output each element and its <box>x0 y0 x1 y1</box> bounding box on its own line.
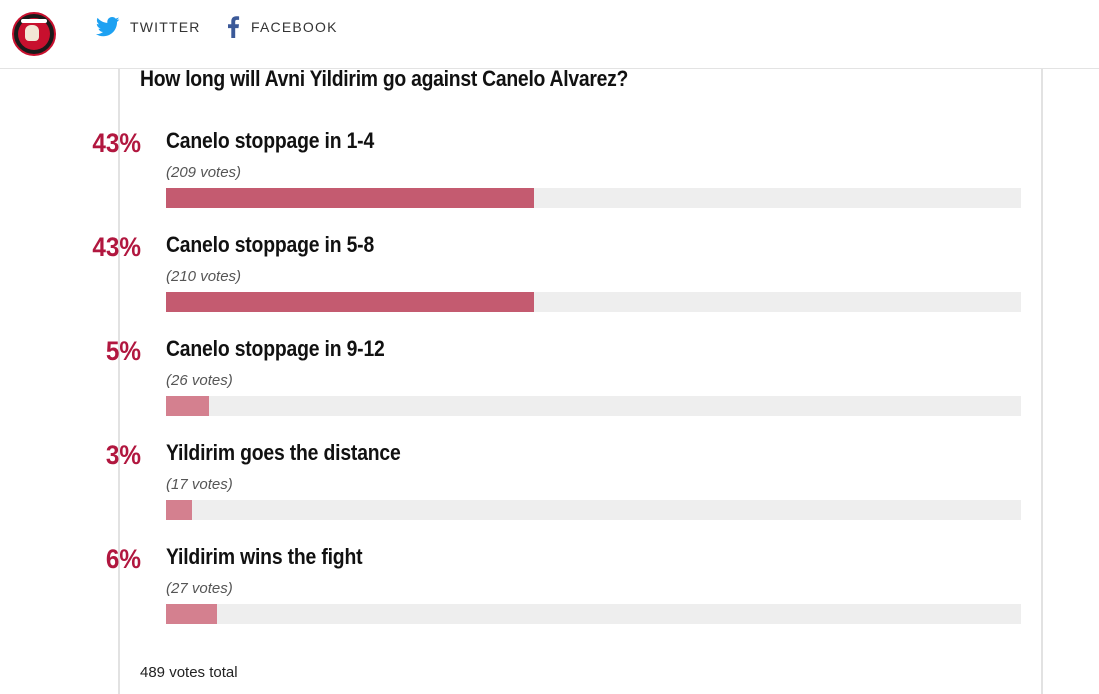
option-vote-count: (26 votes) <box>166 372 233 389</box>
option-percent: 5% <box>105 336 141 366</box>
option-bar-fill <box>166 396 209 416</box>
option-bar-fill <box>166 500 192 520</box>
poll-question: How long will Avni Yildirim go against C… <box>140 66 629 91</box>
option-percent: 3% <box>105 440 141 470</box>
option-bar-fill <box>166 604 217 624</box>
option-percent: 43% <box>92 128 141 158</box>
option-label: Canelo stoppage in 1-4 <box>166 128 375 153</box>
option-vote-count: (209 votes) <box>166 164 242 181</box>
option-vote-count: (210 votes) <box>166 268 242 285</box>
twitter-share-button[interactable]: TWITTER <box>95 16 201 38</box>
poll-option[interactable]: 5% Canelo stoppage in 9-12 (26 votes) <box>0 336 1099 436</box>
twitter-label: TWITTER <box>130 19 201 35</box>
poll-frame-left-border <box>118 69 120 694</box>
option-bar-fill <box>166 188 534 208</box>
option-bar-fill <box>166 292 534 312</box>
poll-option[interactable]: 3% Yildirim goes the distance (17 votes) <box>0 440 1099 540</box>
boxing-glove-icon <box>25 25 39 41</box>
option-bar-track[interactable] <box>166 292 1021 312</box>
poll-total-votes: 489 votes total <box>140 664 238 681</box>
twitter-icon <box>95 16 120 38</box>
option-bar-track[interactable] <box>166 500 1021 520</box>
poll-option[interactable]: 43% Canelo stoppage in 5-8 (210 votes) <box>0 232 1099 332</box>
option-label: Canelo stoppage in 9-12 <box>166 336 385 361</box>
option-percent: 6% <box>105 544 141 574</box>
option-bar-track[interactable] <box>166 604 1021 624</box>
facebook-share-button[interactable]: FACEBOOK <box>225 16 338 38</box>
option-vote-count: (27 votes) <box>166 580 233 597</box>
option-vote-count: (17 votes) <box>166 476 233 493</box>
site-logo[interactable] <box>12 12 56 56</box>
option-label: Yildirim goes the distance <box>166 440 401 465</box>
poll-option[interactable]: 43% Canelo stoppage in 1-4 (209 votes) <box>0 128 1099 228</box>
facebook-label: FACEBOOK <box>251 19 338 35</box>
option-bar-track[interactable] <box>166 188 1021 208</box>
option-label: Canelo stoppage in 5-8 <box>166 232 375 257</box>
top-bar: TWITTER FACEBOOK <box>0 0 1099 69</box>
poll-frame-right-border <box>1041 69 1043 694</box>
option-label: Yildirim wins the fight <box>166 544 363 569</box>
option-percent: 43% <box>92 232 141 262</box>
poll-option[interactable]: 6% Yildirim wins the fight (27 votes) <box>0 544 1099 644</box>
logo-wordmark <box>21 19 47 23</box>
facebook-icon <box>225 16 241 38</box>
option-bar-track[interactable] <box>166 396 1021 416</box>
